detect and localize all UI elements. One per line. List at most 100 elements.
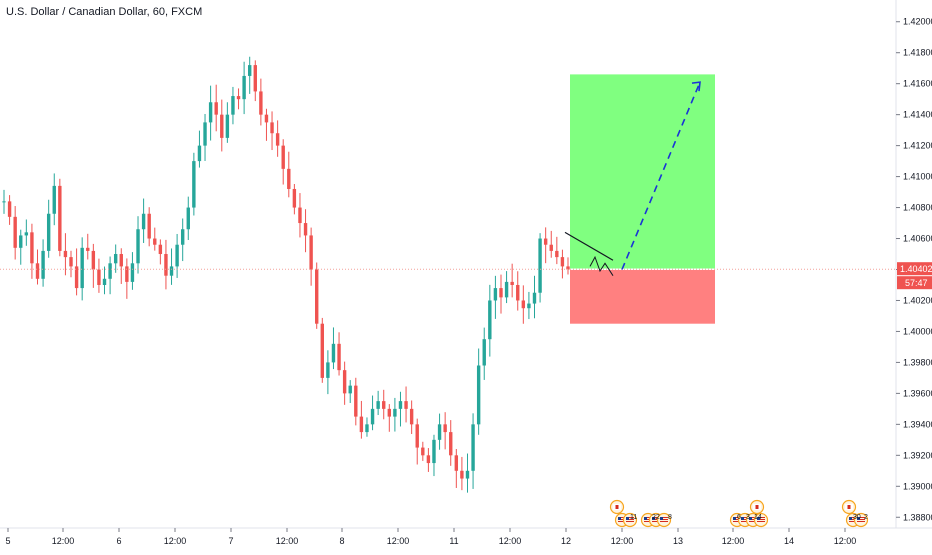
candle-body [465, 470, 470, 479]
price-axis: 1.42000 1.41800 1.41600 1.41400 1.41200 1.410… [895, 0, 932, 528]
projection-arrowhead [691, 81, 701, 92]
event-count-label: 8 [668, 514, 672, 521]
candle-body [303, 223, 308, 236]
price-tick-label: 1.39600 [903, 388, 932, 398]
candle-body [376, 401, 380, 409]
candle-body [337, 343, 341, 371]
candle-body [35, 263, 40, 279]
flag-stripe [757, 519, 765, 520]
candle-body [80, 247, 84, 289]
current-price-label: 1.40402 [900, 264, 932, 274]
flag-stripe [749, 519, 757, 520]
flag-stripe [757, 517, 765, 518]
candle-body [136, 229, 140, 264]
candle-body [342, 370, 347, 394]
candle-body [74, 266, 79, 289]
candle-body [259, 91, 263, 115]
candle-body [510, 281, 514, 285]
us-event-icon[interactable] [622, 512, 638, 528]
time-tick-label: 13 [673, 536, 683, 546]
candle-body [102, 278, 107, 285]
candle-body [532, 292, 537, 304]
time-tick-label: 12:00 [834, 536, 857, 546]
candle-body [108, 263, 112, 279]
candle-body [499, 288, 503, 298]
event-count-label: 22 [652, 514, 660, 521]
price-tick-label: 1.41600 [903, 79, 932, 89]
loss-zone[interactable] [570, 269, 715, 324]
flag-canton [626, 517, 629, 520]
time-tick-label: 12:00 [499, 536, 522, 546]
candle-body [482, 339, 486, 366]
us-event-icon[interactable] [656, 512, 672, 528]
flag-canton [849, 517, 852, 520]
candle-body [208, 102, 213, 123]
time-tick-label: 12:00 [52, 536, 75, 546]
candle-body [197, 145, 202, 162]
event-count-label: 30 [853, 514, 861, 521]
us-event-icon[interactable] [853, 512, 869, 528]
canada-event-icon[interactable] [749, 499, 765, 515]
candle-body [527, 303, 531, 309]
candle-body [58, 185, 62, 251]
candle-body [2, 201, 6, 203]
time-tick-label: 12:00 [276, 536, 299, 546]
us-event-icon[interactable] [753, 512, 769, 528]
flag-stripe [626, 521, 634, 522]
candle-body [175, 244, 179, 267]
price-tick-label: 1.39800 [903, 357, 932, 367]
time-tick-label: 12 [561, 536, 571, 546]
time-tick-label: 12:00 [164, 536, 187, 546]
candle-body [493, 288, 498, 301]
candle-series [2, 56, 570, 493]
time-axis: 5 12:00 6 12:00 7 12:00 8 12:00 11 12:00 12 12:00 13… [0, 527, 932, 546]
candle-body [326, 362, 330, 378]
event-count-label: 3 [746, 514, 750, 521]
flag-stripe [652, 517, 660, 518]
flag-mark [755, 505, 759, 509]
event-markers: 11 22 8 6 3 14 30 2 [609, 499, 869, 528]
candle-body [315, 269, 319, 324]
flag-stripe [741, 519, 749, 520]
flag-stripe [644, 517, 652, 518]
flag-canton [757, 517, 760, 520]
candle-body [309, 235, 313, 270]
candle-body [242, 75, 246, 100]
price-tick-label: 1.40200 [903, 295, 932, 305]
candle-body [460, 470, 464, 479]
flag-canton [857, 517, 860, 520]
flag-stripe [660, 517, 668, 518]
candle-body [292, 188, 297, 208]
flag-canton [733, 517, 736, 520]
flag-stripe [741, 517, 749, 518]
price-tick-label: 1.40000 [903, 326, 932, 336]
candle-body [264, 114, 269, 123]
candle-body [231, 96, 235, 115]
canada-event-icon[interactable] [841, 499, 857, 515]
flag-stripe [660, 519, 668, 520]
time-tick-label: 12:00 [611, 536, 634, 546]
candle-body [432, 439, 436, 464]
price-tick-label: 1.41200 [903, 141, 932, 151]
candle-body [566, 266, 570, 270]
candle-body [437, 424, 442, 440]
candle-body [119, 254, 123, 267]
candle-body [214, 102, 218, 115]
candle-body [113, 254, 118, 264]
candle-body [19, 235, 23, 248]
flag-mark [847, 505, 851, 509]
candle-body [253, 65, 257, 92]
candle-body [125, 266, 129, 282]
time-tick-label: 12:00 [387, 536, 410, 546]
canada-event-icon[interactable] [609, 499, 625, 515]
flag-stripe [857, 519, 865, 520]
candle-body [488, 300, 492, 340]
candle-body [158, 244, 163, 255]
candle-body [147, 213, 151, 239]
candle-body [538, 238, 542, 293]
profit-zone[interactable] [570, 74, 715, 270]
flag-mark [615, 505, 619, 509]
candle-body [220, 114, 224, 138]
